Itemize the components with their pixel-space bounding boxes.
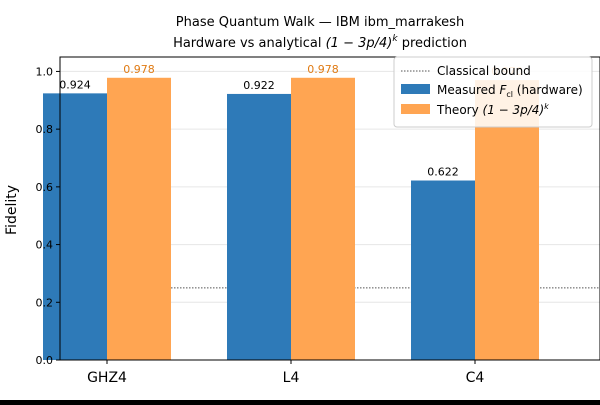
bar-value-label-series1-l4: 0.978: [307, 63, 339, 76]
y-tick-label-5: 1.0: [36, 65, 54, 78]
legend-box: [393, 56, 593, 128]
bar-series0-l4: [227, 93, 291, 361]
bar-series0-ghz4: [43, 93, 107, 361]
legend-classical-bound-label: Classical bound: [437, 64, 531, 78]
chart-title-line-1: Phase Quantum Walk — IBM ibm_marrakesh: [176, 15, 464, 30]
y-tick-label-2: 0.4: [36, 239, 54, 252]
x-tick-label-2: C4: [466, 370, 485, 386]
bar-series1-ghz4: [107, 77, 171, 360]
legend-measured-label: Measured Fcl (hardware): [437, 83, 583, 99]
y-axis-label: Fidelity: [4, 185, 20, 235]
y-tick-label-3: 0.6: [36, 181, 54, 194]
x-tick-label-0: GHZ4: [87, 370, 127, 386]
bar-series1-l4: [291, 77, 355, 360]
plot-frame: [59, 56, 600, 361]
chart-title-line-2: Hardware vs analytical (1 − 3p/4)k predi…: [173, 34, 467, 51]
bar-series0-c4: [411, 180, 475, 360]
y-tick-label-1: 0.2: [36, 296, 54, 309]
bar-value-label-series1-ghz4: 0.978: [123, 63, 155, 76]
y-tick-label-4: 0.8: [36, 123, 54, 136]
bar-value-label-series0-ghz4: 0.924: [59, 78, 91, 91]
legend-theory-swatch: [401, 104, 430, 114]
y-tick-label-0: 0.0: [36, 354, 54, 367]
x-tick-label-1: L4: [283, 370, 300, 386]
legend: Classical bound Measured Fcl (hardware) …: [393, 56, 593, 128]
y-axis: 0.0 0.2 0.4 0.6 0.8 1.0: [36, 65, 60, 367]
legend-theory-label: Theory (1 − 3p/4)k: [436, 102, 549, 117]
x-axis: GHZ4 L4 C4: [87, 360, 484, 386]
bar-value-label-series0-l4: 0.922: [243, 79, 275, 92]
legend-measured-swatch: [401, 84, 430, 94]
bar-layer: [43, 77, 539, 361]
bar-value-label-series0-c4: 0.622: [427, 166, 459, 179]
